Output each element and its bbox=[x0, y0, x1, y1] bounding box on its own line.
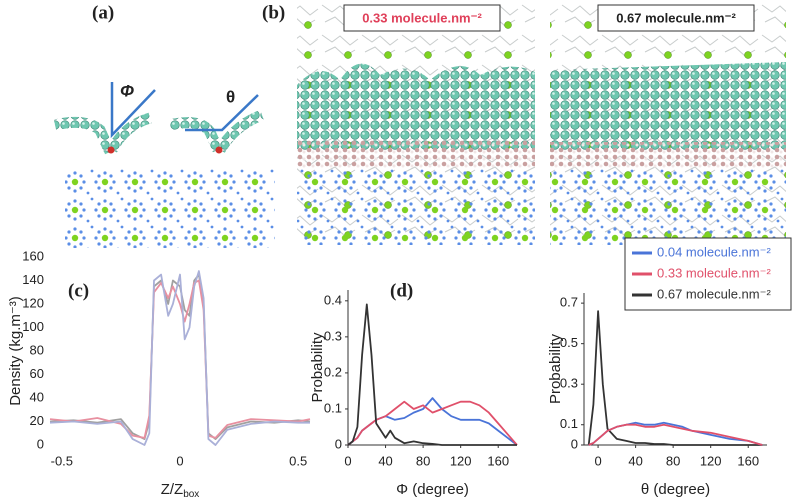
y-tick-label: 140 bbox=[22, 272, 44, 287]
y-tick-label: 0 bbox=[335, 436, 342, 451]
x-tick-label: -0.5 bbox=[51, 453, 73, 468]
panel-label: (c) bbox=[68, 280, 89, 301]
series-line bbox=[49, 270, 310, 446]
x-tick-label: 0 bbox=[344, 453, 351, 468]
x-tick-label: 160 bbox=[487, 453, 509, 468]
y-tick-label: 0.7 bbox=[560, 295, 578, 310]
molecule bbox=[53, 116, 116, 155]
angle bbox=[185, 94, 259, 132]
y-tick-label: 0.2 bbox=[324, 364, 342, 379]
x-axis-label: Z/Zbox bbox=[161, 481, 200, 500]
box-label: 0.67 molecule.nm⁻² bbox=[616, 10, 736, 25]
panel-label: (a) bbox=[92, 2, 114, 23]
atom bbox=[215, 146, 223, 154]
y-tick-label: 0.3 bbox=[560, 376, 578, 391]
x-tick-label: 80 bbox=[416, 453, 430, 468]
series-line bbox=[588, 423, 763, 446]
y-axis-label: Probability bbox=[309, 332, 326, 403]
y-tick-label: 0 bbox=[37, 436, 44, 451]
legend-label: 0.67 molecule.nm⁻² bbox=[657, 286, 771, 301]
water-layer bbox=[65, 168, 275, 248]
legend-box bbox=[624, 237, 792, 311]
x-tick-label: 40 bbox=[628, 453, 642, 468]
atom bbox=[107, 146, 115, 154]
y-tick-label: 0.4 bbox=[324, 292, 342, 307]
y-tick-label: 0.3 bbox=[324, 328, 342, 343]
x-axis-label: Φ (degree) bbox=[396, 481, 469, 498]
series-line bbox=[588, 421, 763, 446]
y-axis-label: Probability bbox=[547, 333, 564, 404]
label-box bbox=[597, 4, 755, 32]
molecule bbox=[107, 112, 152, 153]
label-box bbox=[343, 4, 501, 32]
snapshot bbox=[297, 0, 535, 245]
x-axis-label: θ (degree) bbox=[641, 481, 710, 498]
series-line bbox=[347, 400, 518, 446]
y-tick-label: 80 bbox=[30, 342, 44, 357]
panel-label: (b) bbox=[262, 2, 285, 23]
x-tick-label: 80 bbox=[666, 453, 680, 468]
x-tick-label: 0.5 bbox=[289, 453, 307, 468]
y-tick-label: 40 bbox=[30, 389, 44, 404]
x-axis-label-sub: box bbox=[183, 489, 199, 500]
box-label: 0.33 molecule.nm⁻² bbox=[362, 10, 482, 25]
x-axis-label-text: Z/Z bbox=[161, 481, 184, 498]
series-line bbox=[587, 310, 763, 446]
panel-label: (d) bbox=[390, 280, 413, 301]
x-tick-label: 120 bbox=[450, 453, 472, 468]
y-tick-label: 60 bbox=[30, 366, 44, 381]
molecule bbox=[215, 109, 265, 153]
angle-label: Φ bbox=[120, 81, 134, 100]
legend-label: 0.33 molecule.nm⁻² bbox=[657, 265, 771, 280]
angle-label: θ bbox=[226, 87, 235, 106]
y-tick-label: 100 bbox=[22, 319, 44, 334]
y-tick-label: 0 bbox=[571, 436, 578, 451]
x-tick-label: 120 bbox=[700, 453, 722, 468]
series-line bbox=[49, 279, 311, 439]
x-tick-label: 0 bbox=[176, 453, 183, 468]
x-axis-label-text: θ (degree) bbox=[641, 481, 710, 498]
y-axis-label: Density (kg.m⁻³) bbox=[7, 296, 24, 406]
y-tick-label: 160 bbox=[22, 248, 44, 263]
x-tick-label: 40 bbox=[378, 453, 392, 468]
x-tick-label: 160 bbox=[737, 453, 759, 468]
legend-label: 0.04 molecule.nm⁻² bbox=[657, 244, 771, 259]
x-axis-label-text: Φ (degree) bbox=[396, 481, 469, 498]
y-tick-label: 120 bbox=[22, 295, 44, 310]
y-tick-label: 0.5 bbox=[560, 335, 578, 350]
snapshot bbox=[550, 0, 786, 245]
y-tick-label: 20 bbox=[30, 413, 44, 428]
series-line bbox=[347, 303, 517, 446]
angle bbox=[110, 82, 156, 139]
y-tick-label: 0.1 bbox=[560, 416, 578, 431]
molecule bbox=[168, 117, 224, 153]
y-tick-label: 0.1 bbox=[324, 400, 342, 415]
x-tick-label: 0 bbox=[594, 453, 601, 468]
